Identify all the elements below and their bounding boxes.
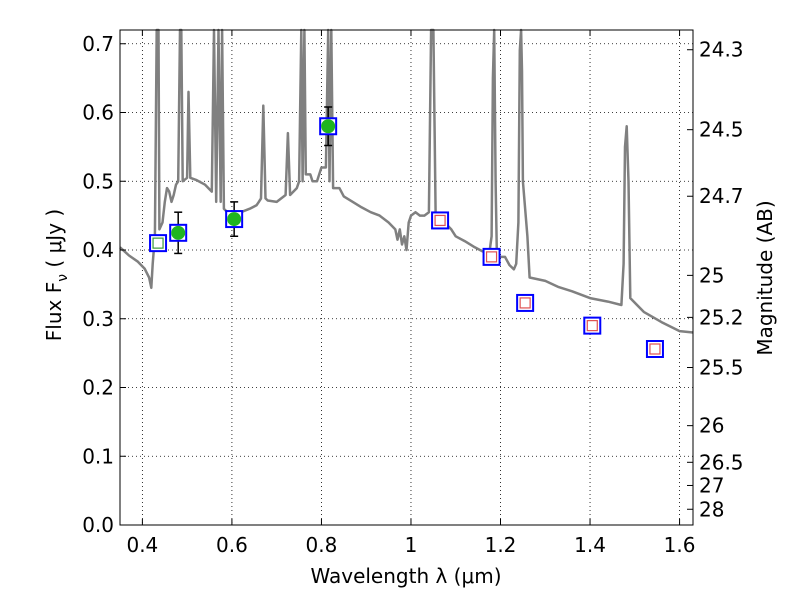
y-tick-label: 0.2 xyxy=(82,376,114,400)
model-box-marker xyxy=(583,316,602,335)
inner-box-marker xyxy=(152,237,164,249)
model-box-marker xyxy=(482,247,501,266)
x-tick-label: 1.2 xyxy=(485,533,517,557)
model-box-marker xyxy=(516,293,535,312)
y-axis-label-unit: ( μJy ) xyxy=(42,209,66,274)
observed-point xyxy=(227,212,242,227)
plot-frame xyxy=(119,29,694,526)
y2-tick-label: 27 xyxy=(699,473,724,497)
axis-ticks: 0.4 0.6 0.8 1 1.2 1.4 1.6 0.0 0.1 0.2 0.3 0.4 0.5 0.6… xyxy=(82,30,744,557)
y2-tick-label: 25.5 xyxy=(699,355,744,379)
x-tick-label: 1.4 xyxy=(574,533,606,557)
y-tick-label: 0.7 xyxy=(82,32,114,56)
y-tick-label: 0.4 xyxy=(82,238,114,262)
inner-box-marker xyxy=(434,214,446,227)
y-axis-label-main: Flux F xyxy=(42,282,66,341)
y2-tick-label: 25.2 xyxy=(699,305,744,329)
photometry-points xyxy=(149,106,664,358)
y2-tick-label: 25 xyxy=(699,263,724,287)
model-box-marker xyxy=(149,234,168,253)
y2-axis-label: Magnitude (AB) xyxy=(753,200,777,355)
y2-tick-label: 24.7 xyxy=(699,184,744,208)
y2-tick-label: 28 xyxy=(699,497,724,521)
y2-tick-label: 26.5 xyxy=(699,450,744,474)
y2-tick-label: 24.5 xyxy=(699,118,744,142)
model-box-marker xyxy=(645,340,664,358)
inner-box-marker xyxy=(586,320,598,332)
y-axis-label-sub: ν xyxy=(55,274,71,282)
model-spectrum xyxy=(119,28,694,334)
y-tick-label: 0.5 xyxy=(82,169,114,193)
y-tick-label: 0.6 xyxy=(82,101,114,125)
inner-box-marker xyxy=(519,297,531,309)
y2-tick-label: 24.3 xyxy=(699,38,744,62)
inner-box-marker xyxy=(649,343,661,355)
y-tick-label: 0.3 xyxy=(82,307,114,331)
x-tick-label: 0.8 xyxy=(306,533,338,557)
inner-box-marker xyxy=(485,251,498,263)
y-tick-label: 0.0 xyxy=(82,513,114,537)
x-tick-label: 0.6 xyxy=(216,533,248,557)
x-tick-label: 0.4 xyxy=(126,533,158,557)
x-tick-label: 1 xyxy=(405,533,418,557)
x-tick-label: 1.6 xyxy=(664,533,696,557)
y2-tick-label: 26 xyxy=(699,414,724,438)
x-axis-label: Wavelength λ (μm) xyxy=(310,564,501,588)
spectrum-line xyxy=(119,28,694,334)
y-tick-label: 0.1 xyxy=(82,444,114,468)
observed-point xyxy=(171,225,186,240)
model-box-marker xyxy=(431,211,450,230)
grid-lines xyxy=(120,30,693,526)
observed-point xyxy=(321,119,336,134)
y-axis-label: Flux Fν ( μJy ) xyxy=(42,209,71,341)
